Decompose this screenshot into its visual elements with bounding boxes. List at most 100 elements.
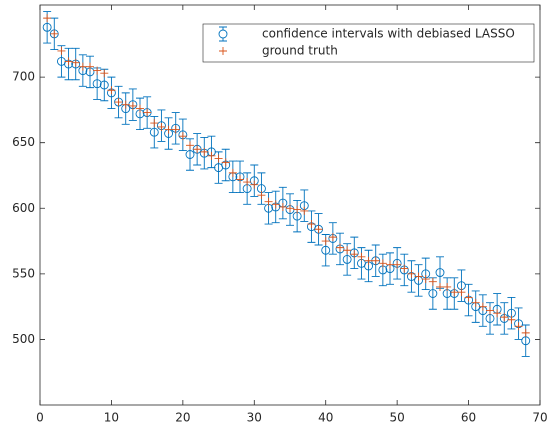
estimate-marker <box>92 79 102 89</box>
truth-marker <box>114 98 123 107</box>
estimate-marker <box>42 22 52 32</box>
truth-marker <box>286 204 294 213</box>
y-tick-label: 500 <box>12 332 35 346</box>
truth-marker <box>364 256 373 265</box>
truth-marker <box>457 288 466 297</box>
truth-marker <box>207 151 216 160</box>
truth-marker <box>400 264 409 273</box>
legend-marker <box>219 47 227 55</box>
truth-marker <box>86 62 94 71</box>
truth-marker <box>393 260 402 269</box>
truth-marker <box>264 197 273 206</box>
truth-marker <box>136 104 144 113</box>
truth-marker <box>271 200 280 209</box>
truth-marker <box>314 225 323 234</box>
error-bar <box>300 189 309 222</box>
y-tick-label: 650 <box>12 135 35 149</box>
truth-marker <box>78 62 87 71</box>
truth-marker <box>278 202 287 211</box>
truth-marker <box>293 205 302 214</box>
truth-marker <box>200 147 209 156</box>
error-bar <box>86 55 94 89</box>
truth-marker <box>521 328 530 337</box>
truth-marker <box>193 145 202 154</box>
truth-marker <box>121 100 130 109</box>
truth-marker <box>186 141 194 150</box>
truth-marker <box>128 101 137 110</box>
legend-marker <box>218 29 228 39</box>
truth-marker <box>143 108 152 117</box>
truth-marker <box>350 250 359 259</box>
estimate-marker <box>435 268 445 277</box>
truth-marker <box>164 125 173 134</box>
truth-marker <box>386 260 394 269</box>
truth-marker <box>500 313 509 322</box>
truth-marker <box>493 309 502 318</box>
truth-marker <box>171 125 180 134</box>
truth-marker <box>414 272 423 281</box>
truth-marker <box>50 29 59 38</box>
x-tick-label: 40 <box>318 411 333 425</box>
truth-marker <box>371 256 380 265</box>
legend-label: confidence intervals with debiased LASSO <box>262 27 515 41</box>
x-tick-label: 60 <box>461 411 476 425</box>
truth-marker <box>478 302 487 311</box>
truth-marker <box>221 158 230 167</box>
truth-marker <box>178 132 187 141</box>
truth-marker <box>514 322 523 331</box>
truth-marker <box>436 282 444 291</box>
truth-marker <box>250 180 259 189</box>
truth-marker <box>236 175 244 184</box>
error-bar <box>421 257 430 291</box>
x-tick-label: 20 <box>175 411 190 425</box>
truth-marker <box>486 306 494 315</box>
x-tick-label: 70 <box>532 411 547 425</box>
truth-marker <box>243 178 252 187</box>
truth-marker <box>100 69 109 78</box>
truth-marker <box>450 288 459 297</box>
truth-marker <box>228 168 237 177</box>
y-tick-label: 550 <box>12 266 35 280</box>
truth-marker <box>64 57 73 66</box>
estimate-marker <box>428 289 438 298</box>
truth-marker <box>428 277 437 286</box>
truth-marker <box>93 66 102 75</box>
truth-marker <box>507 315 516 324</box>
truth-marker <box>307 220 316 229</box>
error-bar <box>364 249 373 283</box>
truth-marker <box>336 243 344 252</box>
truth-marker <box>300 206 309 215</box>
y-tick-label: 700 <box>12 70 35 84</box>
truth-marker <box>421 275 430 284</box>
truth-marker <box>443 282 452 291</box>
truth-marker <box>214 154 223 163</box>
estimate-marker <box>342 254 352 264</box>
error-bar <box>136 97 144 131</box>
truth-marker <box>471 298 480 307</box>
truth-marker <box>321 237 330 246</box>
truth-marker <box>57 46 66 55</box>
legend-label: ground truth <box>262 44 338 58</box>
legend-box <box>202 23 535 63</box>
truth-marker <box>328 233 337 242</box>
x-tick-label: 10 <box>104 411 119 425</box>
estimate-marker <box>99 80 109 90</box>
truth-marker <box>150 119 159 128</box>
y-tick-label: 600 <box>12 201 35 215</box>
x-tick-label: 0 <box>36 411 44 425</box>
truth-marker <box>343 246 352 255</box>
truth-marker <box>464 293 473 302</box>
truth-marker <box>157 122 166 131</box>
x-tick-label: 30 <box>247 411 262 425</box>
truth-marker <box>107 86 116 95</box>
truth-marker <box>257 191 266 200</box>
truth-marker <box>378 259 387 268</box>
truth-marker <box>357 252 366 261</box>
truth-marker <box>43 14 52 23</box>
estimate-marker <box>149 127 159 137</box>
x-tick-label: 50 <box>390 411 405 425</box>
estimate-marker <box>321 245 331 255</box>
truth-marker <box>71 58 80 67</box>
estimate-marker <box>185 150 195 159</box>
